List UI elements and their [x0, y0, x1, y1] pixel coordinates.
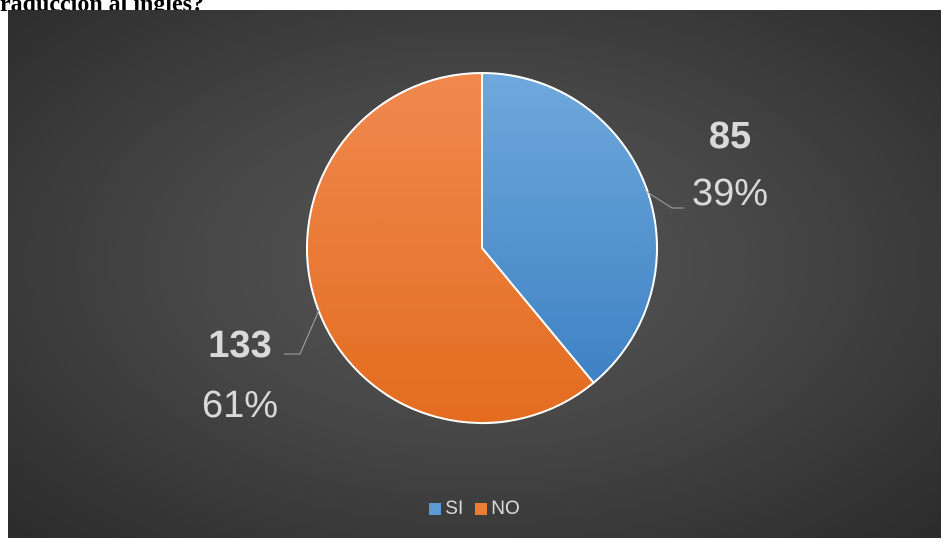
legend-label-no: NO [491, 498, 520, 519]
data-label-value-si: 85 [709, 115, 751, 157]
chart-area: 85 39% 133 61% SI NO [8, 10, 941, 538]
legend-swatch-no [475, 503, 488, 515]
leader-line-si [643, 189, 684, 209]
data-label-percent-no: 61% [202, 384, 278, 426]
leader-line-no [284, 307, 321, 355]
legend-entry-si: SI [429, 498, 463, 520]
legend-entry-no: NO [475, 498, 520, 520]
data-label-value-no: 133 [208, 324, 271, 366]
pie-slice-no [305, 71, 596, 424]
pie-chart: 85 39% 133 61% [202, 71, 768, 426]
legend-label-si: SI [445, 498, 464, 519]
pie-slice-si [481, 71, 658, 385]
data-label-percent-si: 39% [692, 172, 768, 214]
chart-legend: SI NO [8, 498, 941, 520]
legend-swatch-si [429, 503, 442, 515]
